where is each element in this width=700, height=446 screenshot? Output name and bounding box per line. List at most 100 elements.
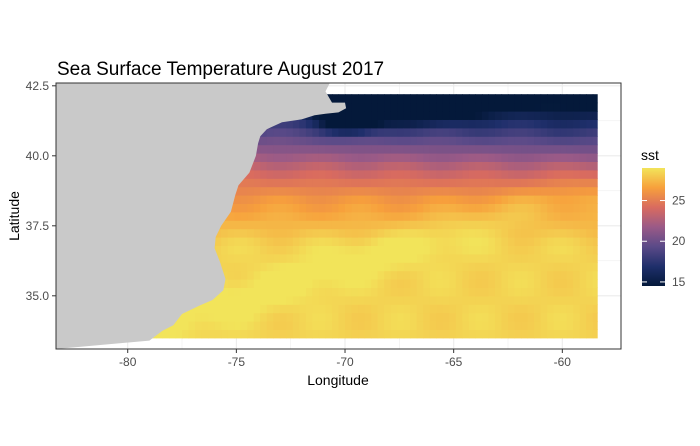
sst-cell (384, 119, 392, 129)
sst-cell (455, 102, 463, 112)
sst-cell (410, 186, 418, 196)
sst-cell (351, 153, 359, 162)
sst-cell (449, 245, 457, 255)
sst-cell (384, 304, 392, 314)
sst-cell (488, 304, 496, 314)
sst-cell (253, 153, 261, 162)
sst-cell (358, 279, 366, 288)
sst-cell (390, 253, 398, 263)
sst-cell (292, 178, 300, 188)
sst-cell (410, 304, 418, 314)
sst-cell (468, 111, 476, 120)
sst-cell (540, 102, 548, 112)
sst-cell (468, 169, 476, 179)
sst-cell (188, 329, 196, 339)
sst-cell (279, 186, 287, 196)
sst-cell (299, 245, 307, 255)
sst-cell (273, 203, 281, 213)
sst-cell (384, 220, 392, 230)
sst-cell (279, 321, 287, 330)
sst-cell (201, 329, 209, 339)
sst-cell (494, 253, 503, 263)
sst-cell (423, 279, 431, 288)
sst-cell (318, 119, 327, 129)
sst-cell (592, 211, 598, 221)
sst-cell (384, 178, 392, 188)
sst-cell (410, 119, 418, 129)
sst-cell (260, 153, 268, 162)
sst-cell (416, 161, 424, 171)
sst-cell (449, 178, 457, 188)
sst-cell (423, 245, 431, 255)
sst-cell (553, 321, 561, 330)
sst-cell (573, 312, 581, 322)
sst-cell (521, 321, 529, 330)
sst-cell (521, 245, 529, 255)
sst-cell (312, 136, 320, 146)
sst-cell (534, 203, 542, 213)
sst-cell (234, 329, 242, 339)
sst-cell (468, 312, 476, 322)
sst-cell (299, 203, 307, 213)
sst-cell (338, 220, 346, 230)
sst-cell (358, 127, 366, 137)
sst-cell (468, 262, 476, 272)
sst-cell (240, 220, 248, 230)
sst-cell (214, 321, 222, 330)
sst-cell (384, 111, 392, 120)
sst-cell (410, 245, 418, 255)
sst-cell (227, 287, 235, 297)
sst-cell (266, 253, 274, 263)
sst-cell (442, 119, 450, 129)
sst-cell (345, 169, 353, 179)
sst-cell (540, 220, 548, 230)
sst-cell (273, 312, 281, 322)
sst-cell (534, 262, 542, 272)
sst-cell (345, 321, 353, 330)
sst-cell (501, 111, 509, 120)
sst-cell (514, 94, 522, 104)
sst-cell (579, 203, 587, 213)
sst-cell (195, 329, 203, 339)
sst-cell (455, 329, 463, 339)
sst-cell (442, 237, 450, 246)
sst-cell (247, 279, 255, 288)
sst-cell (331, 136, 340, 146)
sst-cell (481, 186, 490, 196)
sst-cell (442, 136, 450, 146)
sst-cell (292, 220, 300, 230)
sst-cell (547, 279, 555, 288)
sst-cell (534, 94, 542, 104)
sst-cell (318, 195, 327, 204)
sst-cell (429, 262, 437, 272)
sst-cell (455, 253, 463, 263)
sst-cell (312, 279, 320, 288)
sst-cell (358, 287, 366, 297)
sst-cell (423, 253, 431, 263)
sst-cell (345, 220, 353, 230)
sst-cell (566, 329, 574, 339)
sst-cell (416, 119, 424, 129)
sst-cell (573, 304, 581, 314)
sst-cell (234, 211, 242, 221)
sst-cell (299, 211, 307, 221)
sst-cell (358, 329, 366, 339)
sst-cell (468, 228, 476, 238)
sst-cell (455, 119, 463, 129)
sst-cell (488, 270, 496, 280)
sst-cell (331, 111, 340, 120)
sst-cell (527, 136, 535, 146)
sst-cell (273, 169, 281, 179)
sst-cell (436, 329, 444, 339)
sst-cell (468, 153, 476, 162)
sst-cell (573, 127, 581, 137)
sst-cell (586, 321, 594, 330)
sst-cell (364, 253, 372, 263)
sst-cell (540, 245, 548, 255)
sst-cell (462, 270, 470, 280)
sst-cell (286, 304, 294, 314)
sst-cell (521, 312, 529, 322)
sst-cell (579, 270, 587, 280)
sst-cell (338, 253, 346, 263)
sst-cell (390, 94, 398, 104)
